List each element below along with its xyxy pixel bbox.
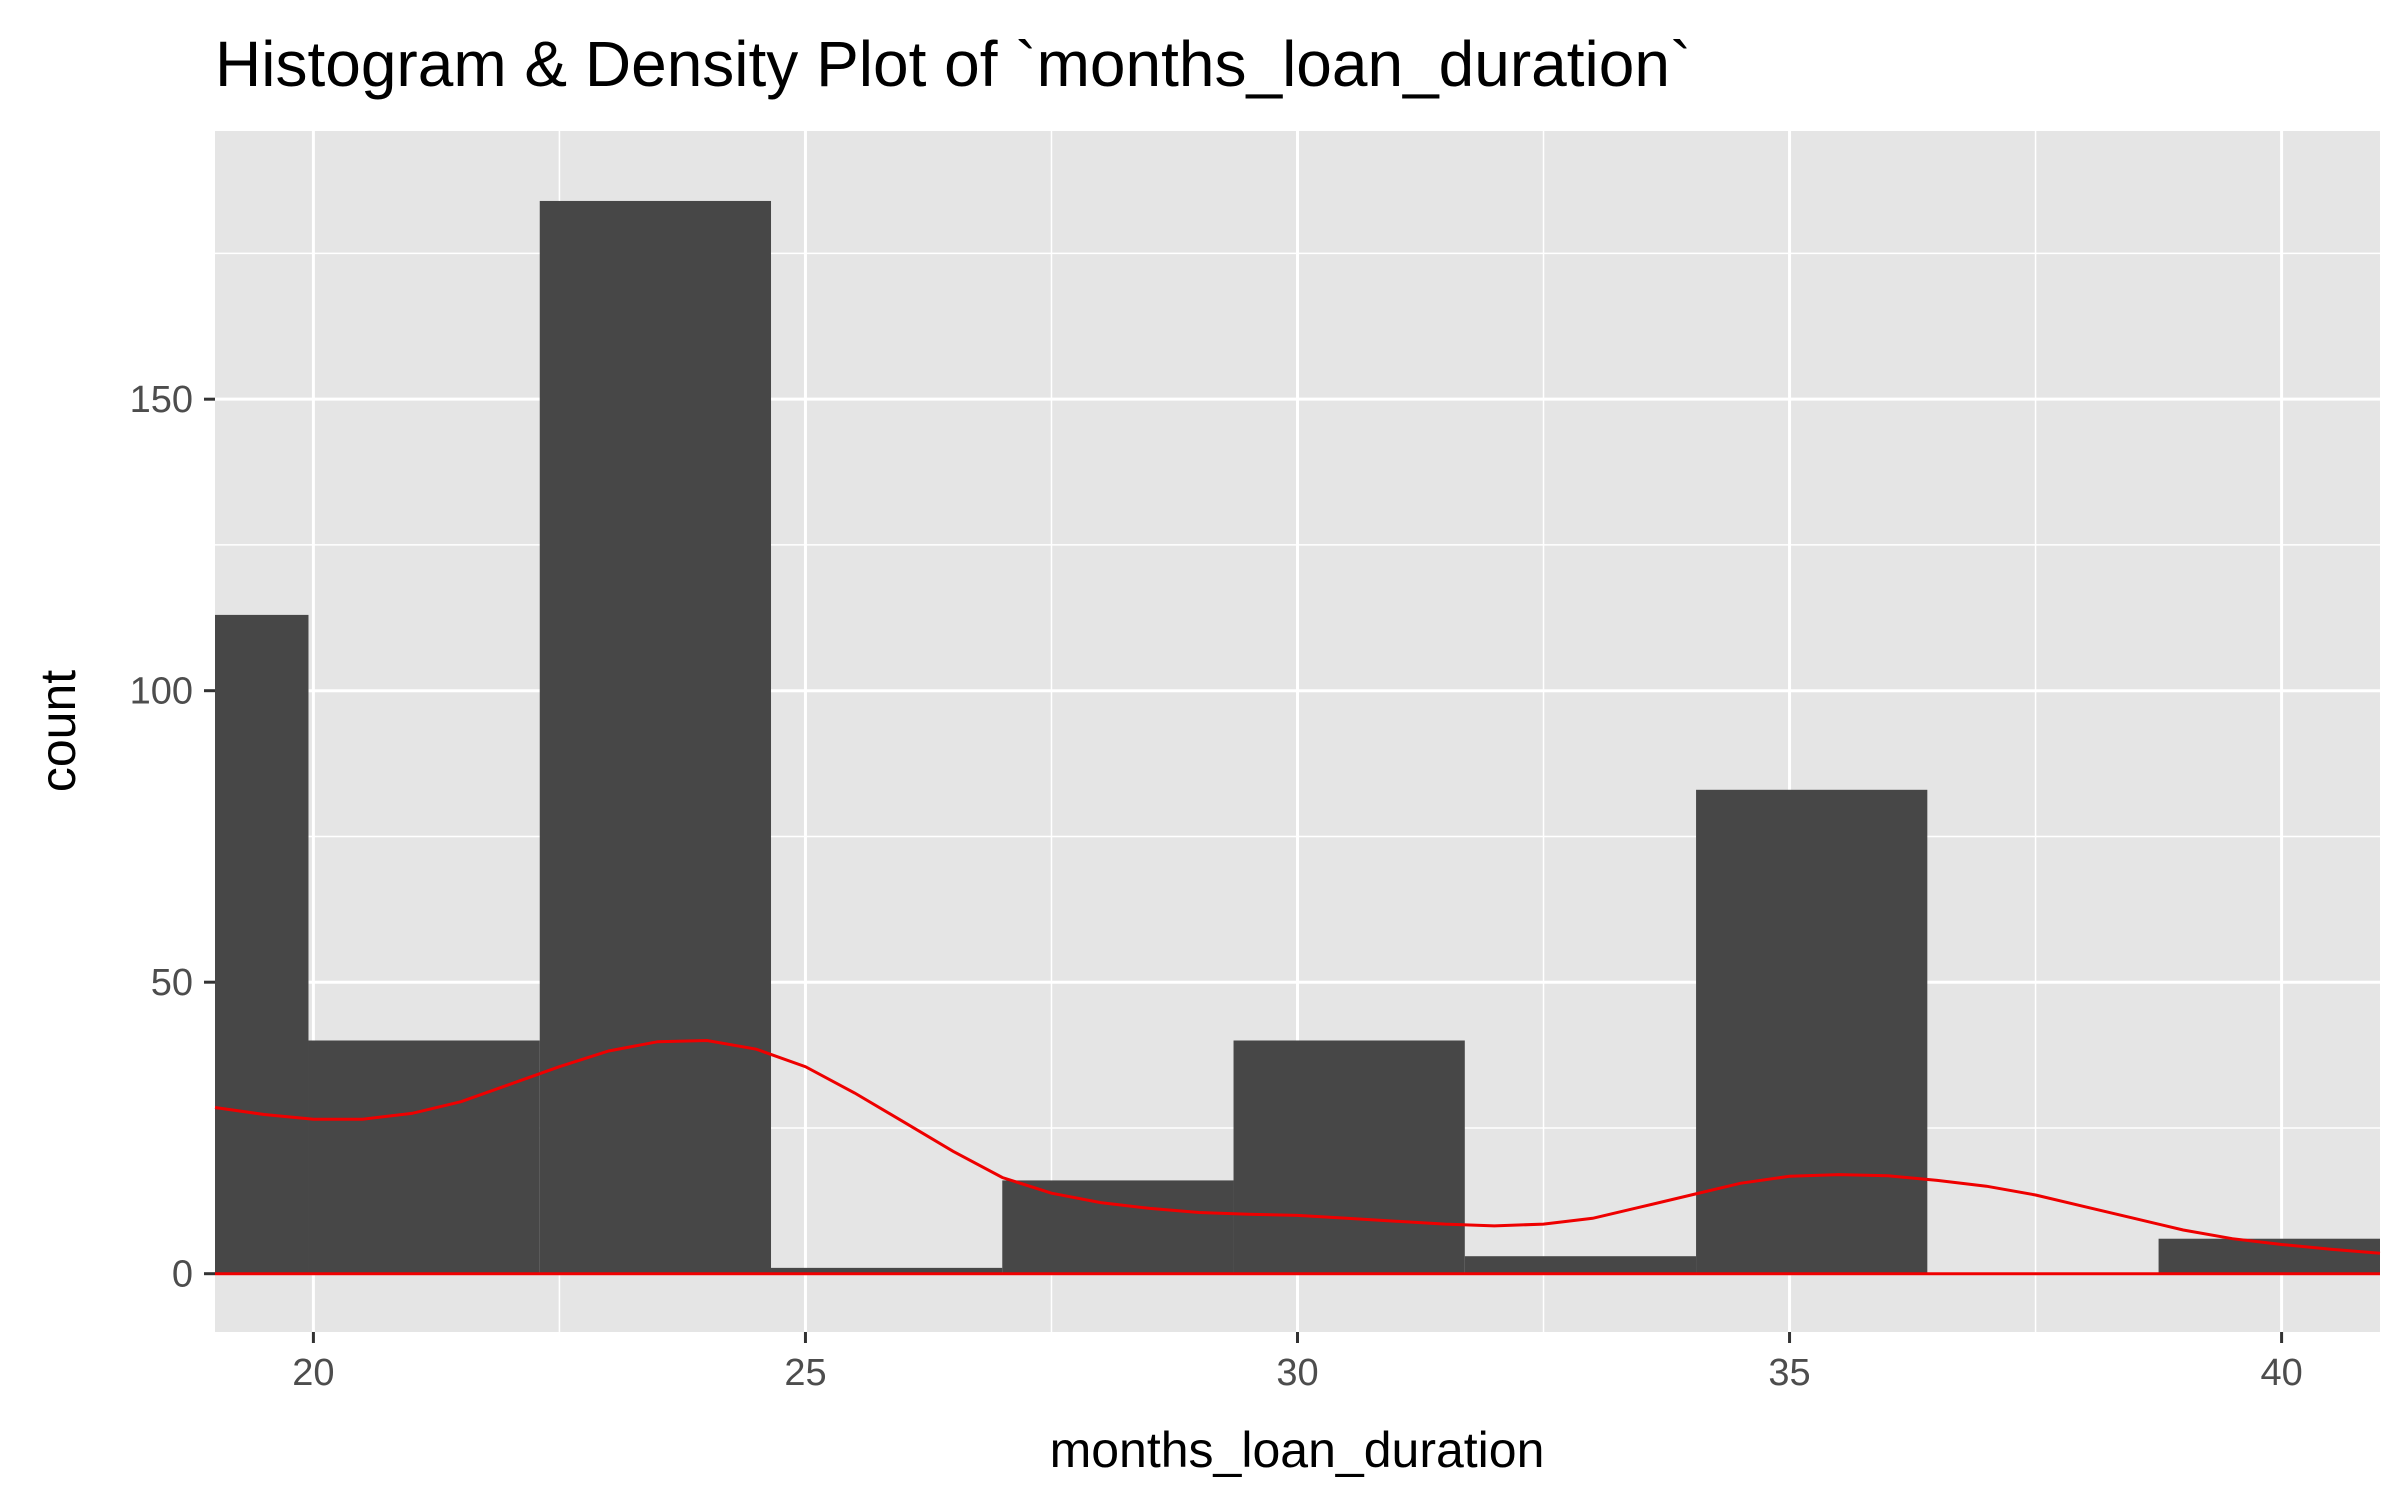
x-axis: 20 25 30 35 40 (292, 1332, 2303, 1394)
histogram-bars (215, 200, 2380, 1274)
y-tick-label: 100 (130, 671, 193, 713)
chart-title: Histogram & Density Plot of `months_loan… (215, 28, 1691, 100)
histogram-bar-6 (1233, 1040, 1465, 1274)
histogram-bar-7 (1464, 1256, 1697, 1274)
histogram-bar-5 (1002, 1180, 1234, 1274)
histogram-bar-3 (539, 200, 772, 1274)
density-curve (214, 1038, 2381, 1255)
x-tick-label: 25 (784, 1352, 826, 1394)
x-tick-label: 30 (1276, 1352, 1318, 1394)
x-tick-label: 40 (2260, 1352, 2302, 1394)
histogram-bar-2 (308, 1040, 540, 1274)
histogram-bar-1 (215, 614, 309, 1274)
y-tick-label: 150 (130, 379, 193, 421)
histogram-bar-4 (771, 1267, 1003, 1274)
y-tick-label: 50 (151, 962, 193, 1004)
x-tick-label: 35 (1768, 1352, 1810, 1394)
histogram-bar-8 (1696, 789, 1928, 1274)
x-tick-label: 20 (292, 1352, 334, 1394)
y-axis-title: count (30, 670, 86, 792)
y-axis: 0 50 100 150 (130, 379, 215, 1296)
x-axis-title: months_loan_duration (1050, 1422, 1545, 1478)
y-tick-label: 0 (172, 1254, 193, 1296)
